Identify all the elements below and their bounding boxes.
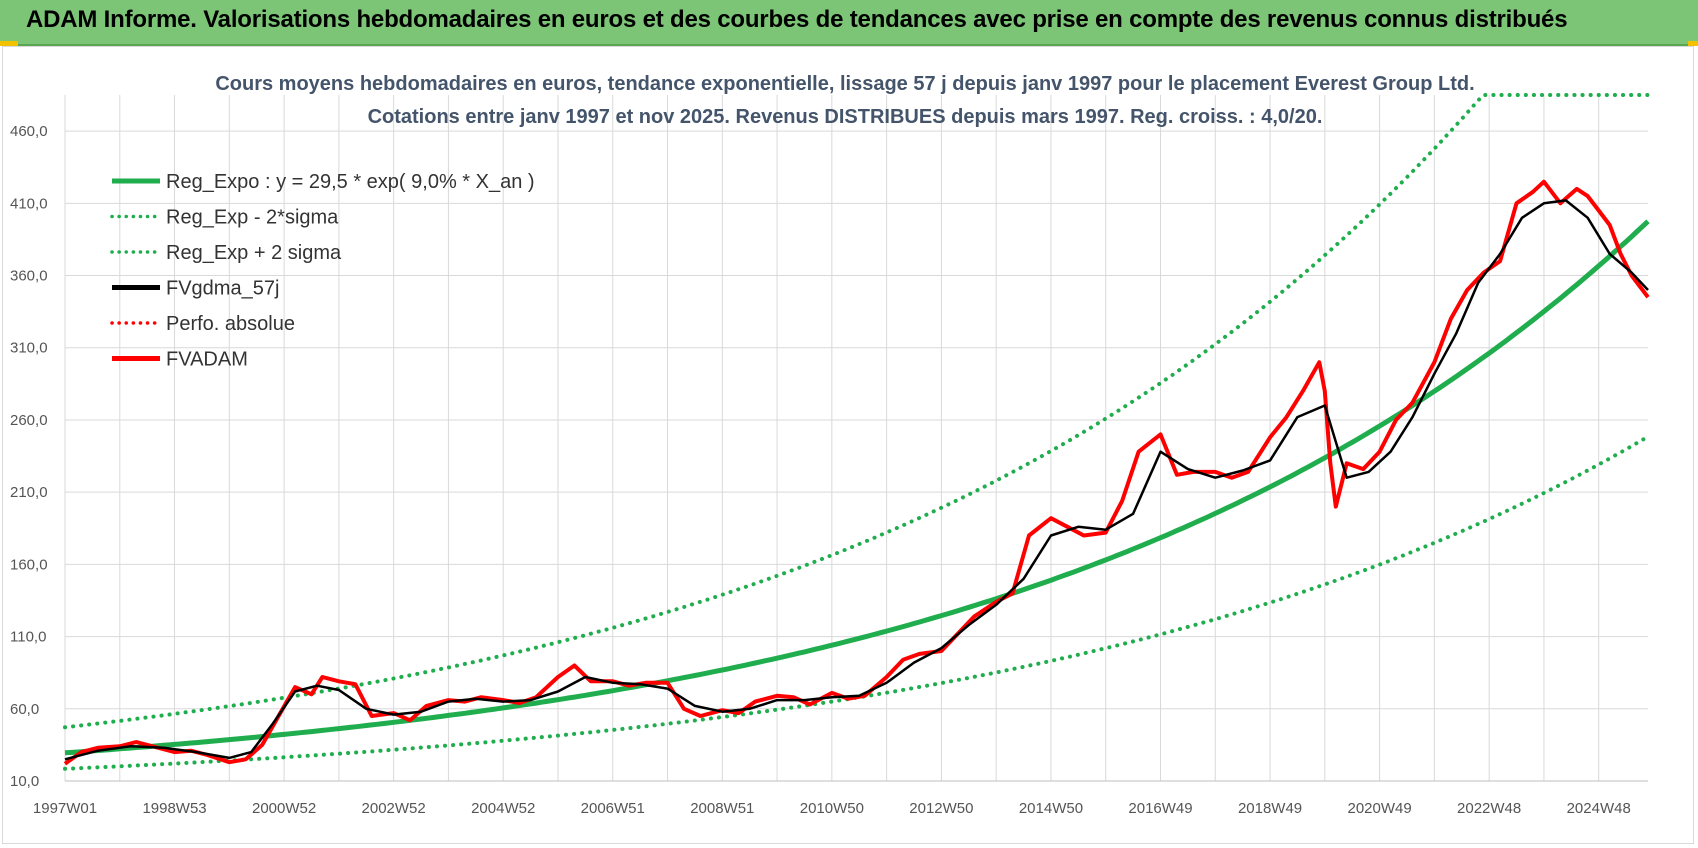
x-tick-label: 2006W51	[581, 800, 645, 817]
chart-title-line-2: Cotations entre janv 1997 et nov 2025. R…	[368, 106, 1323, 128]
report-banner: ADAM Informe. Valorisations hebdomadaire…	[0, 0, 1698, 46]
legend-label: FVgdma_57j	[166, 278, 279, 300]
x-tick-label: 2022W48	[1457, 800, 1521, 817]
x-tick-label: 2010W50	[800, 800, 864, 817]
series-lines	[63, 93, 1650, 771]
y-tick-label: 10,0	[10, 773, 39, 790]
y-tick-label: 360,0	[10, 268, 48, 285]
y-tick-label: 410,0	[10, 195, 48, 212]
y-tick-label: 310,0	[10, 340, 48, 357]
legend-label: FVADAM	[166, 349, 248, 371]
x-tick-label: 2014W50	[1019, 800, 1083, 817]
y-tick-label: 110,0	[10, 629, 46, 646]
x-tick-label: 2008W51	[690, 800, 754, 817]
legend-label: Reg_Exp + 2 sigma	[166, 242, 342, 264]
y-tick-label: 460,0	[10, 123, 48, 140]
reg-exp-minus-2sigma-line	[63, 434, 1650, 771]
y-tick-label: 60,0	[10, 701, 39, 718]
x-tick-label: 1998W53	[142, 800, 206, 817]
fvadam-line	[63, 179, 1650, 766]
y-tick-label: 210,0	[10, 484, 48, 501]
x-tick-label: 2016W49	[1128, 800, 1192, 817]
x-tick-label: 2018W49	[1238, 800, 1302, 817]
legend-label: Reg_Exp - 2*sigma	[166, 207, 339, 229]
legend-label: Reg_Expo : y = 29,5 * exp( 9,0% * X_an )	[166, 171, 535, 193]
grid-lines	[64, 95, 1648, 782]
x-tick-label: 2000W52	[252, 800, 316, 817]
chart-title: Cours moyens hebdomadaires en euros, ten…	[215, 73, 1474, 128]
axis-labels: 10,0 60,0 110,0 160,0 210,0 260,0 310,0 360,0 41…	[10, 123, 1631, 817]
chart-frame	[2, 46, 1694, 844]
fvgdma-57j-line	[64, 199, 1649, 761]
legend: Reg_Expo : y = 29,5 * exp( 9,0% * X_an )…	[110, 171, 535, 371]
report-title: ADAM Informe. Valorisations hebdomadaire…	[26, 6, 1568, 33]
chart-title-line-1: Cours moyens hebdomadaires en euros, ten…	[215, 73, 1474, 95]
x-tick-label: 2004W52	[471, 800, 535, 817]
x-tick-label: 2012W50	[909, 800, 973, 817]
x-tick-label: 1997W01	[33, 800, 97, 817]
y-tick-label: 160,0	[10, 556, 48, 573]
y-tick-label: 260,0	[10, 412, 48, 429]
x-tick-label: 2002W52	[362, 800, 426, 817]
x-tick-label: 2024W48	[1567, 800, 1631, 817]
reg-exp-plus-2sigma-line	[63, 93, 1650, 730]
reg-expo-line	[64, 219, 1650, 756]
corner-marker-right	[1688, 41, 1698, 46]
corner-marker-left	[0, 41, 18, 46]
x-tick-label: 2020W49	[1347, 800, 1411, 817]
legend-label: Perfo. absolue	[166, 313, 295, 335]
